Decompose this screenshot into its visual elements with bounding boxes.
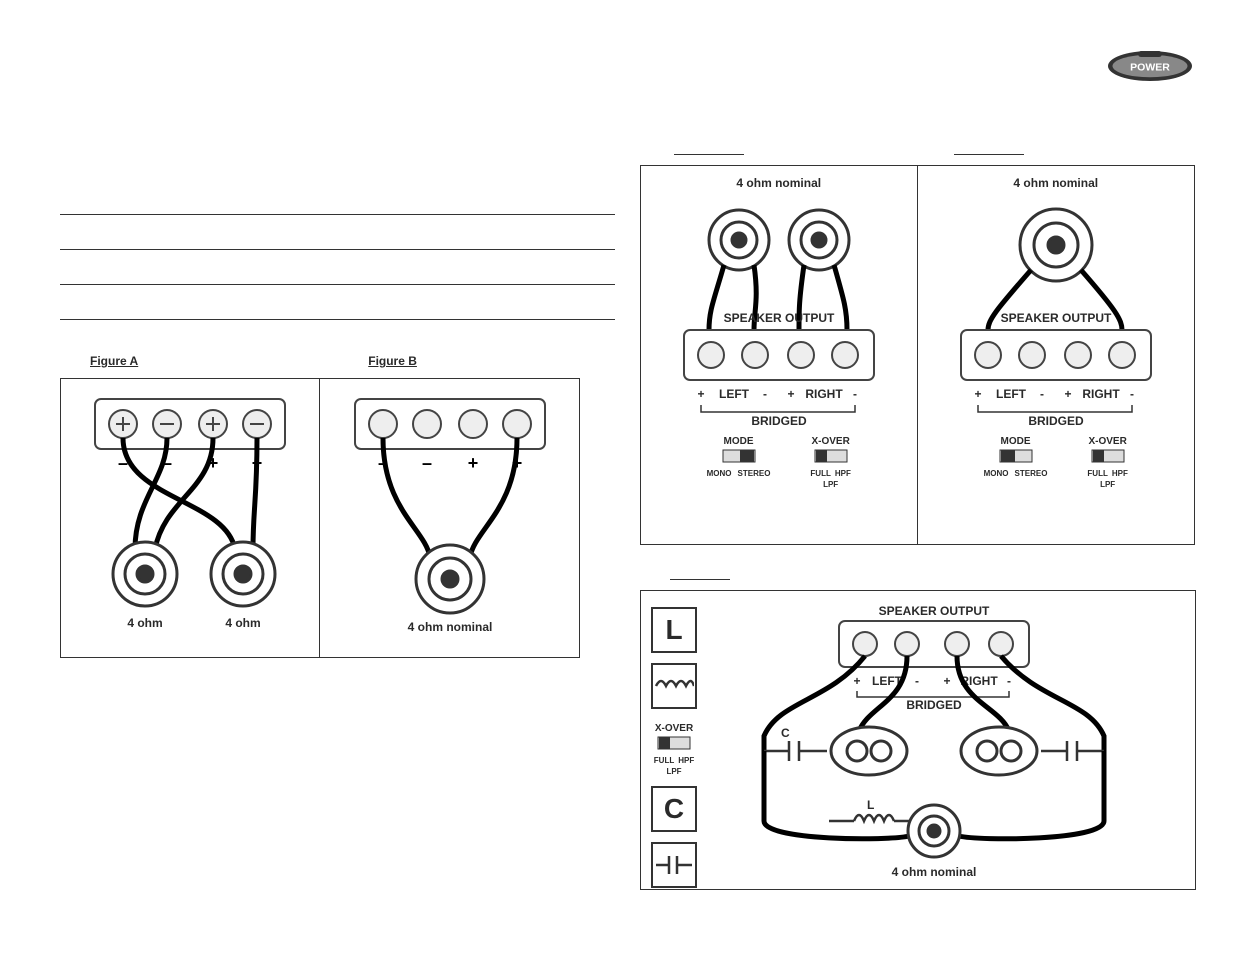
slider-icon xyxy=(657,736,691,754)
switch-row: MODE MONOSTEREO X-OVER FULLHPF LPF xyxy=(707,436,851,489)
left-figure-row: – – + + 4 ohm 4 ohm xyxy=(60,378,615,658)
svg-text:-: - xyxy=(1007,674,1011,688)
xover-switch: X-OVER FULLHPF LPF xyxy=(810,436,850,489)
right-top-right-caption xyxy=(954,140,1024,155)
svg-text:4 ohm: 4 ohm xyxy=(225,616,260,630)
svg-text:+: + xyxy=(974,387,981,401)
svg-text:-: - xyxy=(763,387,767,401)
svg-text:4 ohm nominal: 4 ohm nominal xyxy=(892,865,977,879)
svg-text:4 ohm: 4 ohm xyxy=(127,616,162,630)
capacitor-icon xyxy=(651,842,697,888)
top-left-figure: 4 ohm nominal SPEAKER OUTPUT xyxy=(640,165,918,545)
svg-text:+: + xyxy=(943,674,950,688)
svg-text:POWER: POWER xyxy=(1130,62,1170,74)
svg-text:–: – xyxy=(421,453,431,473)
ohm-label: 4 ohm nominal xyxy=(1013,176,1098,190)
ohm-label: 4 ohm nominal xyxy=(736,176,821,190)
mode-switch: MODE MONOSTEREO xyxy=(707,436,771,489)
left-column: Figure A Figure B – xyxy=(60,180,615,658)
svg-text:+: + xyxy=(1064,387,1071,401)
figure-a-diagram: – – + + 4 ohm 4 ohm xyxy=(75,389,305,639)
top-right-diagram: SPEAKER OUTPUT + LEFT - + RIGHT - BRIDGE… xyxy=(936,190,1176,430)
figure-a: – – + + 4 ohm 4 ohm xyxy=(60,378,320,658)
svg-text:BRIDGED: BRIDGED xyxy=(751,414,807,428)
svg-text:SPEAKER OUTPUT: SPEAKER OUTPUT xyxy=(879,604,990,618)
svg-text:-: - xyxy=(915,674,919,688)
figure-b-diagram: – – + + 4 ohm nominal xyxy=(335,389,565,639)
xover-switch: X-OVER FULLHPF LPF xyxy=(1087,436,1127,489)
figure-b-caption: Figure B xyxy=(368,354,417,368)
mode-switch: MODE MONOSTEREO xyxy=(984,436,1048,489)
svg-text:LEFT: LEFT xyxy=(996,387,1027,401)
C-label: C xyxy=(651,786,697,832)
svg-text:SPEAKER OUTPUT: SPEAKER OUTPUT xyxy=(1000,311,1111,325)
bottom-diagram: SPEAKER OUTPUT + LEFT - + RIGHT - BRIDGE… xyxy=(709,601,1159,881)
bottom-caption xyxy=(670,565,730,580)
brand-logo: POWER xyxy=(1105,48,1195,84)
legend-column: L X-OVER FULLHPF LPF C xyxy=(651,607,697,888)
svg-text:+: + xyxy=(787,387,794,401)
svg-text:-: - xyxy=(1040,387,1044,401)
slider-icon xyxy=(722,449,756,467)
svg-text:-: - xyxy=(1130,387,1134,401)
page: POWER Figure A Figure B xyxy=(0,0,1235,954)
right-top-left-caption xyxy=(674,140,744,155)
svg-text:+: + xyxy=(467,453,478,473)
right-top-row: 4 ohm nominal SPEAKER OUTPUT xyxy=(640,165,1195,545)
right-column: 4 ohm nominal SPEAKER OUTPUT xyxy=(640,140,1195,890)
top-left-diagram: SPEAKER OUTPUT + LEFT - + RIGHT - BRID xyxy=(659,190,899,430)
divider xyxy=(60,214,615,215)
svg-text:+: + xyxy=(697,387,704,401)
slider-icon xyxy=(999,449,1033,467)
svg-text:RIGHT: RIGHT xyxy=(805,387,843,401)
figure-b: – – + + 4 ohm nominal xyxy=(320,378,580,658)
slider-icon xyxy=(1091,449,1125,467)
svg-text:LEFT: LEFT xyxy=(719,387,750,401)
svg-text:L: L xyxy=(867,798,874,812)
svg-text:RIGHT: RIGHT xyxy=(1082,387,1120,401)
svg-text:C: C xyxy=(781,726,790,740)
inductor-icon xyxy=(651,663,697,709)
bottom-figure: L X-OVER FULLHPF LPF C SPEAKER OUTPUT xyxy=(640,590,1196,890)
L-label: L xyxy=(651,607,697,653)
svg-text:BRIDGED: BRIDGED xyxy=(906,698,962,712)
svg-text:+: + xyxy=(853,674,860,688)
divider xyxy=(60,319,615,320)
top-right-figure: 4 ohm nominal SPEAKER OUTPUT + LEFT xyxy=(918,165,1196,545)
xover-switch: X-OVER FULLHPF LPF xyxy=(654,723,694,776)
slider-icon xyxy=(814,449,848,467)
svg-text:-: - xyxy=(853,387,857,401)
svg-text:BRIDGED: BRIDGED xyxy=(1028,414,1084,428)
power-logo-icon: POWER xyxy=(1105,48,1195,84)
figure-a-caption: Figure A xyxy=(90,354,138,368)
divider xyxy=(60,249,615,250)
svg-text:SPEAKER OUTPUT: SPEAKER OUTPUT xyxy=(723,311,834,325)
svg-text:4 ohm nominal: 4 ohm nominal xyxy=(407,620,492,634)
divider xyxy=(60,284,615,285)
switch-row: MODE MONOSTEREO X-OVER FULLHPF LPF xyxy=(984,436,1128,489)
